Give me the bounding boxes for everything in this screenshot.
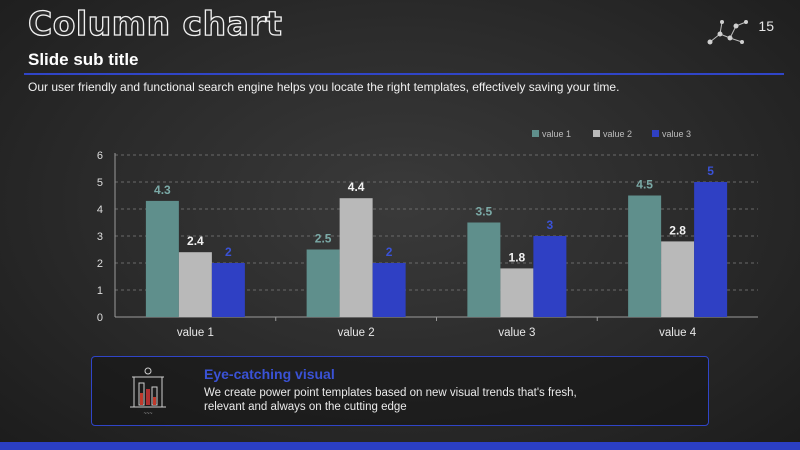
x-tick-label: value 4 bbox=[659, 327, 697, 339]
data-label: 4.3 bbox=[154, 183, 171, 197]
legend-label: value 1 bbox=[542, 129, 571, 139]
callout-title: Eye-catching visual bbox=[204, 366, 335, 382]
legend-label: value 2 bbox=[603, 129, 632, 139]
data-label: 5 bbox=[707, 164, 714, 178]
data-label: 3 bbox=[547, 218, 554, 232]
legend-swatch bbox=[532, 130, 539, 137]
slide-subtitle: Slide sub title bbox=[28, 50, 139, 69]
y-tick-label: 1 bbox=[97, 285, 103, 297]
bar bbox=[372, 263, 406, 317]
subtitle-underline bbox=[24, 73, 784, 75]
bar bbox=[500, 268, 534, 317]
data-label: 1.8 bbox=[509, 250, 526, 264]
column-chart: 0 1 2 3 4 5 6 4.3 2.4 2 value 1 2.5 4.4 2 value 2 3.5 1.… bbox=[97, 129, 758, 339]
x-tick-label: value 2 bbox=[338, 327, 375, 339]
bar bbox=[628, 195, 662, 317]
data-label: 2.5 bbox=[315, 232, 332, 246]
y-tick-label: 4 bbox=[97, 204, 103, 216]
data-label: 2.8 bbox=[669, 223, 686, 237]
bar bbox=[178, 252, 212, 317]
y-tick-label: 3 bbox=[97, 231, 103, 243]
y-tick-label: 2 bbox=[97, 258, 103, 270]
footer-bar bbox=[0, 442, 800, 450]
data-label: 2 bbox=[386, 245, 393, 259]
x-tick-label: value 3 bbox=[498, 327, 535, 339]
x-tick-label: value 1 bbox=[177, 327, 214, 339]
data-label: 3.5 bbox=[476, 205, 493, 219]
data-label: 4.5 bbox=[636, 178, 653, 192]
svg-text:~~~: ~~~ bbox=[144, 411, 153, 417]
slide-description: Our user friendly and functional search … bbox=[28, 80, 620, 94]
legend-label: value 3 bbox=[662, 129, 691, 139]
lab-flasks-icon: ~~~ bbox=[130, 367, 166, 417]
y-tick-label: 5 bbox=[97, 177, 103, 189]
bar bbox=[339, 198, 373, 317]
bar bbox=[661, 241, 695, 317]
bar bbox=[467, 222, 501, 317]
molecule-icon bbox=[707, 20, 748, 45]
y-tick-label: 0 bbox=[97, 312, 103, 324]
data-label: 4.4 bbox=[348, 180, 365, 194]
y-tick-label: 6 bbox=[97, 150, 103, 162]
bar bbox=[211, 263, 245, 317]
bar bbox=[533, 236, 567, 317]
callout-box: ~~~ Eye-catching visual We create power … bbox=[91, 356, 709, 426]
bar bbox=[306, 249, 340, 317]
bar bbox=[145, 200, 179, 317]
callout-text: We create power point templates based on… bbox=[204, 387, 577, 413]
page-number: 15 bbox=[758, 18, 774, 34]
bar bbox=[694, 182, 728, 317]
legend-swatch bbox=[593, 130, 600, 137]
legend-swatch bbox=[652, 130, 659, 137]
data-label: 2 bbox=[225, 245, 232, 259]
slide-title: Column chart bbox=[27, 3, 283, 43]
data-label: 2.4 bbox=[187, 234, 204, 248]
